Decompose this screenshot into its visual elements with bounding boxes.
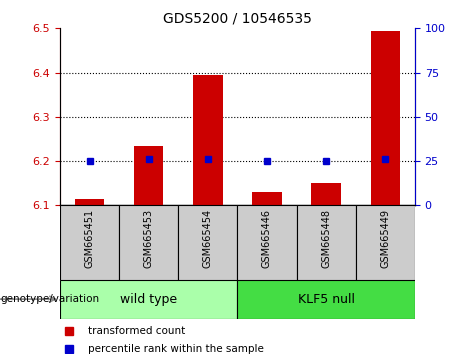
Text: genotype/variation: genotype/variation xyxy=(0,294,99,304)
Bar xyxy=(371,30,400,205)
Text: GSM665453: GSM665453 xyxy=(144,209,154,268)
Bar xyxy=(296,205,356,280)
Bar xyxy=(193,75,223,205)
Bar xyxy=(237,205,296,280)
Bar xyxy=(60,280,237,319)
Bar xyxy=(75,199,104,205)
Text: percentile rank within the sample: percentile rank within the sample xyxy=(88,344,264,354)
Text: wild type: wild type xyxy=(120,293,177,306)
Text: transformed count: transformed count xyxy=(88,326,185,336)
Title: GDS5200 / 10546535: GDS5200 / 10546535 xyxy=(163,12,312,26)
Bar xyxy=(60,205,119,280)
Text: GSM665449: GSM665449 xyxy=(380,209,390,268)
Bar xyxy=(119,205,178,280)
Text: KLF5 null: KLF5 null xyxy=(298,293,355,306)
Bar xyxy=(178,205,237,280)
Bar xyxy=(237,280,415,319)
Bar xyxy=(134,145,164,205)
Text: GSM665446: GSM665446 xyxy=(262,209,272,268)
Bar xyxy=(252,192,282,205)
Text: GSM665448: GSM665448 xyxy=(321,209,331,268)
Bar xyxy=(311,183,341,205)
Text: GSM665454: GSM665454 xyxy=(203,209,213,268)
Bar xyxy=(356,205,415,280)
Text: GSM665451: GSM665451 xyxy=(84,209,95,268)
